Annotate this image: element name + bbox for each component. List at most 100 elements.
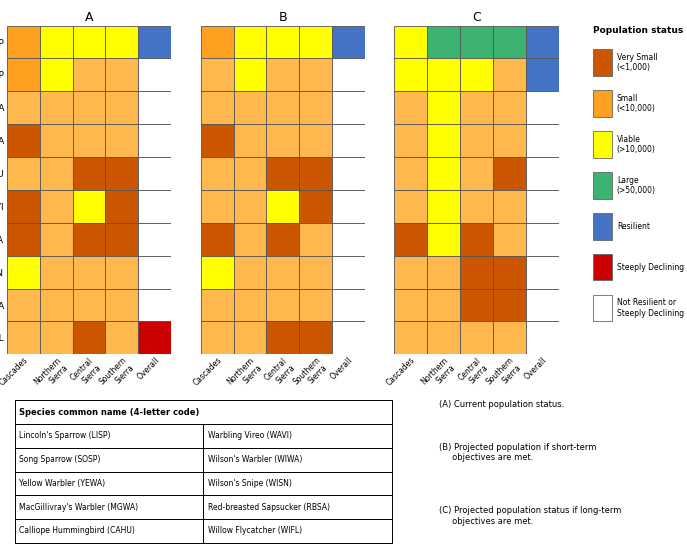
Bar (493, 58, 526, 91)
Bar (234, 289, 267, 321)
Bar (7, 91, 40, 124)
Bar (201, 91, 234, 124)
Bar (106, 124, 138, 157)
Bar (267, 256, 300, 289)
Bar (593, 295, 612, 321)
Bar (14, 472, 203, 495)
Bar (106, 157, 138, 190)
Bar (460, 58, 493, 91)
Text: Lincoln's Sparrow (LISP): Lincoln's Sparrow (LISP) (19, 431, 111, 441)
Bar (593, 49, 612, 76)
Bar (106, 91, 138, 124)
Bar (427, 321, 460, 354)
Bar (7, 321, 40, 354)
Bar (493, 190, 526, 223)
Bar (593, 253, 612, 281)
Bar (7, 289, 40, 321)
Title: B: B (278, 12, 287, 25)
Text: Viable
(>10,000): Viable (>10,000) (617, 135, 655, 154)
Bar (73, 223, 106, 256)
Bar (460, 91, 493, 124)
Bar (234, 124, 267, 157)
Text: Resilient: Resilient (617, 222, 650, 231)
Bar (332, 26, 365, 58)
Bar (332, 256, 365, 289)
Bar (201, 157, 234, 190)
Text: Wilson's Warbler (WIWA): Wilson's Warbler (WIWA) (208, 455, 302, 464)
Bar (40, 289, 73, 321)
Text: Warbling Vireo (WAVI): Warbling Vireo (WAVI) (208, 431, 292, 441)
Bar (14, 424, 203, 448)
Bar (106, 26, 138, 58)
Text: Not Resilient or
Steeply Declining: Not Resilient or Steeply Declining (617, 299, 684, 317)
Bar (267, 223, 300, 256)
Bar (201, 26, 234, 58)
Bar (460, 289, 493, 321)
Bar (267, 190, 300, 223)
Text: Song Sparrow (SOSP): Song Sparrow (SOSP) (19, 455, 101, 464)
Bar (300, 91, 332, 124)
Bar (138, 223, 171, 256)
Bar (138, 289, 171, 321)
Bar (203, 448, 392, 472)
Bar (73, 58, 106, 91)
Text: Population status key: Population status key (593, 26, 687, 35)
Text: Small
(<10,000): Small (<10,000) (617, 94, 655, 113)
Bar (106, 190, 138, 223)
Bar (267, 26, 300, 58)
Bar (526, 190, 559, 223)
Bar (267, 157, 300, 190)
Bar (460, 256, 493, 289)
Text: Wilson's Snipe (WISN): Wilson's Snipe (WISN) (208, 479, 292, 488)
Text: Calliope Hummingbird (CAHU): Calliope Hummingbird (CAHU) (19, 526, 135, 535)
Text: Red-breasted Sapsucker (RBSA): Red-breasted Sapsucker (RBSA) (208, 502, 330, 512)
Title: C: C (472, 12, 481, 25)
Bar (267, 124, 300, 157)
Bar (40, 256, 73, 289)
Bar (460, 223, 493, 256)
Bar (40, 321, 73, 354)
Bar (493, 223, 526, 256)
Bar (332, 157, 365, 190)
Bar (427, 190, 460, 223)
Bar (14, 400, 392, 424)
Bar (493, 91, 526, 124)
Bar (427, 157, 460, 190)
Text: Species common name (4-letter code): Species common name (4-letter code) (19, 408, 200, 417)
Bar (427, 26, 460, 58)
Bar (394, 157, 427, 190)
Bar (394, 256, 427, 289)
Bar (201, 223, 234, 256)
Bar (7, 124, 40, 157)
Bar (40, 223, 73, 256)
Bar (460, 190, 493, 223)
Bar (138, 91, 171, 124)
Bar (332, 321, 365, 354)
Text: (A) Current population status.: (A) Current population status. (439, 400, 564, 409)
Bar (14, 495, 203, 519)
Bar (201, 256, 234, 289)
Bar (460, 26, 493, 58)
Bar (267, 321, 300, 354)
Bar (493, 256, 526, 289)
Bar (234, 157, 267, 190)
Text: Large
(>50,000): Large (>50,000) (617, 175, 656, 195)
Bar (300, 190, 332, 223)
Bar (73, 157, 106, 190)
Bar (332, 124, 365, 157)
Bar (203, 472, 392, 495)
Bar (526, 223, 559, 256)
Bar (40, 124, 73, 157)
Bar (106, 289, 138, 321)
Bar (73, 91, 106, 124)
Bar (106, 223, 138, 256)
Bar (300, 26, 332, 58)
Title: A: A (85, 12, 93, 25)
Bar (138, 58, 171, 91)
Bar (593, 172, 612, 199)
Bar (460, 157, 493, 190)
Bar (427, 91, 460, 124)
Text: Willow Flycatcher (WIFL): Willow Flycatcher (WIFL) (208, 526, 302, 535)
Bar (7, 190, 40, 223)
Bar (201, 321, 234, 354)
